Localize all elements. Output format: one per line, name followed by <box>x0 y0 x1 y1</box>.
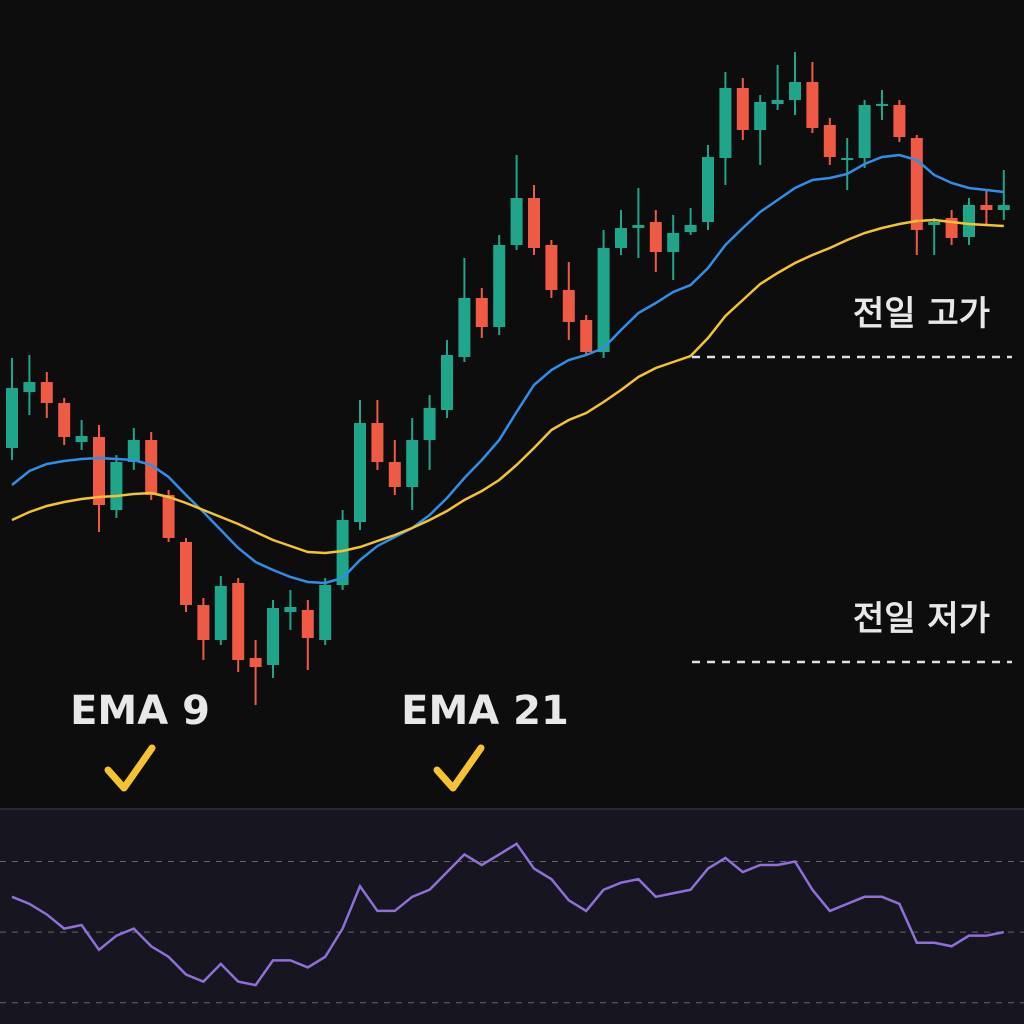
candle-body <box>980 205 993 210</box>
candle-body <box>6 388 18 448</box>
candle-body <box>232 583 245 660</box>
candle-body <box>510 198 523 245</box>
candle-body <box>388 462 401 487</box>
candle-body <box>58 403 71 437</box>
candle-body <box>893 105 906 137</box>
candle-body <box>997 205 1010 210</box>
candle-body <box>667 233 680 252</box>
candle-body <box>127 440 140 462</box>
candle-body <box>336 520 349 585</box>
candle-body <box>910 138 923 230</box>
candle-body <box>771 100 784 104</box>
candle-body <box>162 495 175 538</box>
candle-body <box>493 245 506 327</box>
candle-body <box>928 222 941 225</box>
candle-body <box>858 105 871 158</box>
candle-body <box>75 436 88 442</box>
candle-body <box>597 248 610 352</box>
candle-body <box>754 102 767 130</box>
candle-body <box>319 585 332 640</box>
rsi-panel <box>0 810 1024 1024</box>
candle-body <box>40 382 53 403</box>
candle-body <box>110 462 123 510</box>
candle-body <box>214 586 227 640</box>
candle-body <box>632 225 645 228</box>
candle-body <box>267 608 279 665</box>
candle-body <box>145 440 158 495</box>
candle-body <box>876 104 888 106</box>
candle-body <box>806 82 819 128</box>
candle-body <box>284 607 297 612</box>
ema-line <box>11 153 1004 585</box>
candle-body <box>649 222 662 252</box>
ema-line <box>11 218 1004 555</box>
candle-body <box>545 245 558 290</box>
candle-body <box>702 157 714 222</box>
candle-body <box>963 205 975 237</box>
reference-label: 전일 고가 <box>853 294 990 334</box>
candle-body <box>301 610 314 638</box>
candle-body <box>719 88 732 158</box>
candle-body <box>562 290 575 322</box>
candle-body <box>736 88 749 130</box>
candle-body <box>23 382 36 392</box>
rsi-line <box>11 842 1005 987</box>
candle-body <box>580 320 593 352</box>
ema9-label: EMA 9 <box>70 688 210 734</box>
candle-body <box>823 125 836 157</box>
check-icon <box>104 744 156 792</box>
candle-body <box>441 355 453 410</box>
candle-body <box>180 542 192 605</box>
candle-body <box>458 298 471 357</box>
candle-body <box>249 658 262 667</box>
check-icon <box>433 744 485 792</box>
candle-body <box>93 437 105 505</box>
ema21-label: EMA 21 <box>401 688 569 734</box>
reference-label: 전일 저가 <box>853 599 990 639</box>
candle-body <box>354 423 366 522</box>
candle-body <box>615 228 627 248</box>
candle-body <box>197 605 210 640</box>
candle-body <box>371 423 384 462</box>
candle-body <box>423 408 436 440</box>
candle-body <box>684 225 697 232</box>
candle-body <box>841 158 854 160</box>
candle-body <box>475 298 488 327</box>
candle-body <box>406 440 419 487</box>
candle-body <box>789 82 801 100</box>
candle-body <box>528 198 540 248</box>
